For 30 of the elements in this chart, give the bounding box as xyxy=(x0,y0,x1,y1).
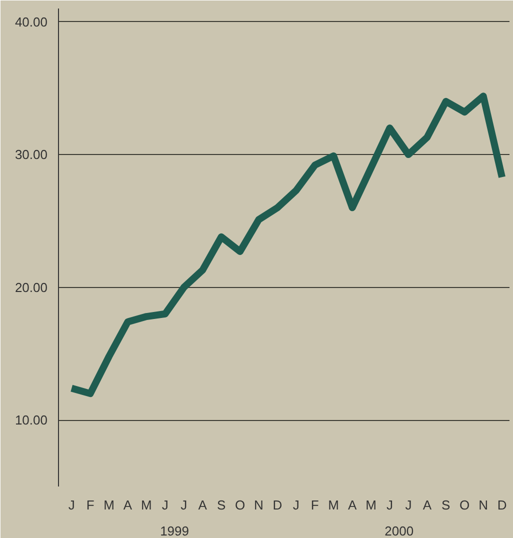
x-tick-label: N xyxy=(254,498,264,512)
x-tick-label: M xyxy=(141,498,152,512)
text: 2000 xyxy=(384,524,414,538)
x-tick-label: D xyxy=(497,498,507,512)
x-tick-label: J xyxy=(162,498,168,512)
x-tick-label: J xyxy=(405,498,412,512)
x-tick-label: O xyxy=(234,498,246,512)
x-tick-label: A xyxy=(348,498,357,512)
x-tick-label: D xyxy=(272,498,282,512)
x-tick-label: M xyxy=(366,498,376,512)
y-tick-label: 30.00 xyxy=(14,147,48,162)
x-tick-label: A xyxy=(198,498,208,512)
x-tick-label: N xyxy=(478,498,488,512)
x-tick-label: A xyxy=(123,498,132,512)
x-tick-label: A xyxy=(422,498,432,512)
x-tick-label: M xyxy=(328,498,340,512)
text: 1999 xyxy=(160,524,189,538)
x-tick-label: M xyxy=(104,498,114,512)
x-tick-label: F xyxy=(86,498,94,512)
y-tick-label: 20.00 xyxy=(14,280,48,295)
y-tick-label: 10.00 xyxy=(14,412,48,428)
x-tick-label: O xyxy=(460,498,470,512)
x-tick-label: J xyxy=(386,498,393,512)
x-tick-label: J xyxy=(292,498,300,512)
x-tick-label: J xyxy=(68,498,75,512)
y-tick-label: 40.00 xyxy=(14,14,48,30)
x-tick-label: S xyxy=(442,498,451,512)
x-tick-label: S xyxy=(216,498,226,512)
x-tick-label: F xyxy=(310,498,319,512)
x-tick-label: J xyxy=(180,498,188,512)
